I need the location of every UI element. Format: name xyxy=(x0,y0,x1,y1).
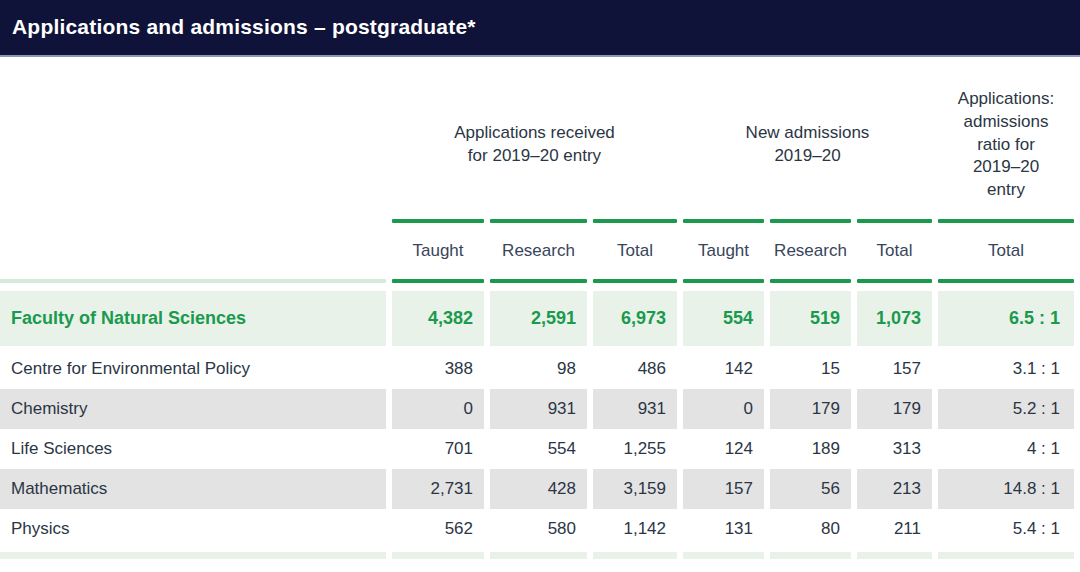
cell-applications-taught: 4,382 xyxy=(392,291,484,346)
cell-admissions-research: 179 xyxy=(770,389,851,429)
rule-line xyxy=(593,279,677,283)
cell-ratio-total: 5.2 : 1 xyxy=(938,389,1074,429)
strip-cell xyxy=(683,552,764,559)
cell-applications-research: 98 xyxy=(490,349,587,389)
cell-admissions-total: 157 xyxy=(857,349,932,389)
cell-admissions-taught: 157 xyxy=(683,469,764,509)
cell-applications-research: 428 xyxy=(490,469,587,509)
strip-cell xyxy=(490,552,587,559)
strip-cell xyxy=(938,552,1074,559)
cell-admissions-taught: 124 xyxy=(683,429,764,469)
cell-applications-total: 486 xyxy=(593,349,677,389)
column-header-taught-applications: Taught xyxy=(392,241,484,261)
cell-applications-total: 931 xyxy=(593,389,677,429)
rule-spacer xyxy=(0,219,386,223)
cell-admissions-research: 56 xyxy=(770,469,851,509)
cell-applications-total: 1,255 xyxy=(593,429,677,469)
column-group-applications-received: Applications received for 2019–20 entry xyxy=(392,122,677,168)
cell-admissions-research: 189 xyxy=(770,429,851,469)
rule-line xyxy=(392,219,484,223)
cell-applications-total: 6,973 xyxy=(593,291,677,346)
strip-cell xyxy=(770,552,851,559)
cell-applications-research: 554 xyxy=(490,429,587,469)
admissions-table: Applications received for 2019–20 entry … xyxy=(0,71,1080,559)
cell-admissions-total: 313 xyxy=(857,429,932,469)
cell-admissions-research: 519 xyxy=(770,291,851,346)
cell-ratio-total: 14.8 : 1 xyxy=(938,469,1074,509)
column-header-total-admissions: Total xyxy=(857,241,932,261)
column-header-taught-admissions: Taught xyxy=(683,241,764,261)
strip-cell xyxy=(392,552,484,559)
rule-line xyxy=(857,219,932,223)
cell-applications-taught: 2,731 xyxy=(392,469,484,509)
cell-admissions-research: 15 xyxy=(770,349,851,389)
cell-ratio-total: 3.1 : 1 xyxy=(938,349,1074,389)
column-header-research-applications: Research xyxy=(490,241,587,261)
cell-applications-taught: 0 xyxy=(392,389,484,429)
cell-admissions-research: 80 xyxy=(770,509,851,549)
table-row-physics: Physics 562 580 1,142 131 80 211 5.4 : 1 xyxy=(0,509,1080,549)
cell-admissions-taught: 554 xyxy=(683,291,764,346)
strip-cell xyxy=(0,552,386,559)
strip-cell xyxy=(857,552,932,559)
row-label: Faculty of Natural Sciences xyxy=(0,291,386,346)
top-rule-row xyxy=(0,219,1080,223)
section-title: Applications and admissions – postgradua… xyxy=(0,15,476,41)
column-header-total-applications: Total xyxy=(593,241,677,261)
row-label: Mathematics xyxy=(0,469,386,509)
rule-line xyxy=(770,219,851,223)
cell-applications-research: 931 xyxy=(490,389,587,429)
rule-line-pale xyxy=(0,279,386,283)
cell-applications-research: 580 xyxy=(490,509,587,549)
cell-applications-taught: 701 xyxy=(392,429,484,469)
rule-line xyxy=(770,279,851,283)
rule-line xyxy=(938,279,1074,283)
section-title-bar: Applications and admissions – postgradua… xyxy=(0,0,1080,57)
cell-admissions-total: 213 xyxy=(857,469,932,509)
cell-admissions-taught: 131 xyxy=(683,509,764,549)
table-row-chemistry: Chemistry 0 931 931 0 179 179 5.2 : 1 xyxy=(0,389,1080,429)
cell-admissions-total: 179 xyxy=(857,389,932,429)
column-header-row: Taught Research Total Taught Research To… xyxy=(0,223,1080,279)
column-header-total-ratio: Total xyxy=(938,241,1074,261)
cell-applications-total: 3,159 xyxy=(593,469,677,509)
table-row-mathematics: Mathematics 2,731 428 3,159 157 56 213 1… xyxy=(0,469,1080,509)
column-group-applications-admissions-ratio: Applications: admissions ratio for 2019–… xyxy=(938,88,1074,203)
cell-ratio-total: 6.5 : 1 xyxy=(938,291,1074,346)
cell-admissions-taught: 0 xyxy=(683,389,764,429)
rule-line xyxy=(593,219,677,223)
table-row-faculty-of-natural-sciences: Faculty of Natural Sciences 4,382 2,591 … xyxy=(0,291,1080,346)
cell-admissions-total: 211 xyxy=(857,509,932,549)
cell-admissions-total: 1,073 xyxy=(857,291,932,346)
rule-line xyxy=(938,219,1074,223)
column-header-research-admissions: Research xyxy=(770,241,851,261)
cell-ratio-total: 4 : 1 xyxy=(938,429,1074,469)
rule-line xyxy=(490,279,587,283)
rule-line xyxy=(857,279,932,283)
rule-line xyxy=(392,279,484,283)
report-page: Applications and admissions – postgradua… xyxy=(0,0,1080,572)
bottom-rule-row xyxy=(0,279,1080,283)
row-label: Physics xyxy=(0,509,386,549)
cell-ratio-total: 5.4 : 1 xyxy=(938,509,1074,549)
row-label: Centre for Environmental Policy xyxy=(0,349,386,389)
column-group-header-row: Applications received for 2019–20 entry … xyxy=(0,71,1080,219)
cell-applications-total: 1,142 xyxy=(593,509,677,549)
table-row-centre-for-environmental-policy: Centre for Environmental Policy 388 98 4… xyxy=(0,349,1080,389)
row-label: Chemistry xyxy=(0,389,386,429)
strip-cell xyxy=(593,552,677,559)
cell-applications-taught: 562 xyxy=(392,509,484,549)
cell-admissions-taught: 142 xyxy=(683,349,764,389)
cell-applications-taught: 388 xyxy=(392,349,484,389)
cell-applications-research: 2,591 xyxy=(490,291,587,346)
rule-line xyxy=(683,219,764,223)
rule-line xyxy=(683,279,764,283)
row-label: Life Sciences xyxy=(0,429,386,469)
table-row-life-sciences: Life Sciences 701 554 1,255 124 189 313 … xyxy=(0,429,1080,469)
next-row-cutoff-strip xyxy=(0,552,1080,559)
rule-line xyxy=(490,219,587,223)
column-group-new-admissions: New admissions 2019–20 xyxy=(683,122,932,168)
